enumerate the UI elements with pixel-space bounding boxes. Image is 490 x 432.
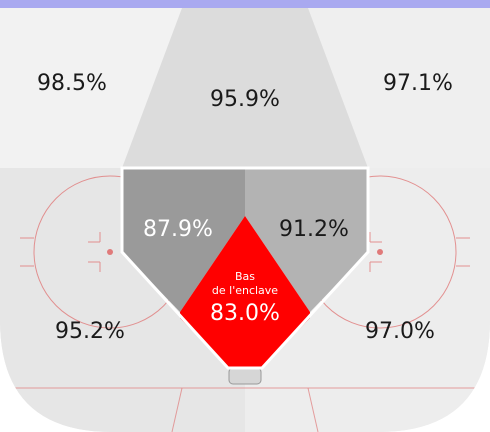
slot-outline [120, 166, 370, 370]
label-slot-left: 87.9% [143, 217, 213, 242]
blue-line [0, 0, 490, 8]
label-top-right: 97.1% [383, 71, 453, 96]
zone-slot-right [245, 168, 368, 312]
label-low-slot-title-1: Bas [235, 270, 255, 283]
label-slot-right: 91.2% [279, 217, 349, 242]
label-top-left: 98.5% [37, 71, 107, 96]
label-bottom-right: 97.0% [365, 319, 435, 344]
crease-line-right [307, 387, 319, 432]
faceoff-dot-right [377, 249, 383, 255]
zone-top-center [122, 8, 368, 168]
zone-slot-left [122, 168, 245, 312]
label-bottom-left: 95.2% [55, 319, 125, 344]
label-low-slot-title-2: de l'enclave [212, 284, 278, 297]
label-low-slot-value: 83.0% [210, 301, 280, 326]
zone-low-slot [180, 216, 310, 368]
crease-line-left [171, 387, 183, 432]
faceoff-dot-left [107, 249, 113, 255]
label-top-center: 95.9% [210, 87, 280, 112]
goal-net [228, 367, 262, 385]
